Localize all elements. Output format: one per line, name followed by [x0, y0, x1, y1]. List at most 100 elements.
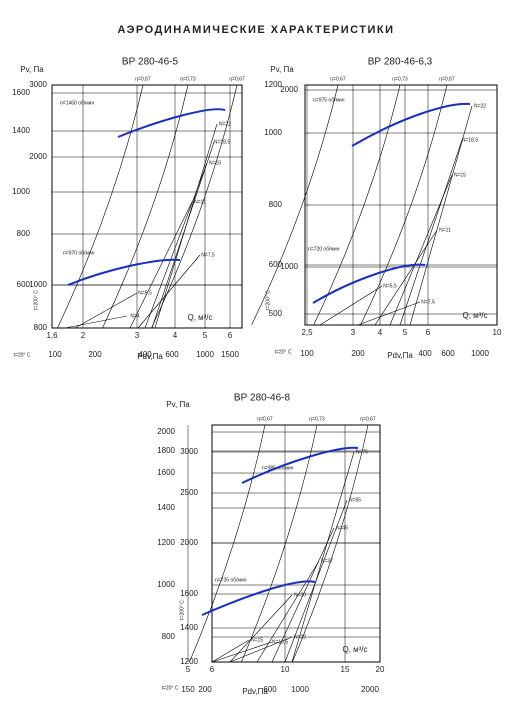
temp-label: t=200° C [33, 290, 39, 310]
eta-label: η=0,67 [439, 76, 455, 82]
axis-label: Pv, Па [166, 400, 190, 409]
power-line [74, 292, 138, 329]
y-tick-label: 3000 [180, 447, 198, 456]
eta-label: η=0,67 [330, 76, 346, 82]
power-label: N=18,5 [214, 139, 230, 145]
temp-label: t=20° C [275, 349, 292, 355]
y-tick-label: 1000 [12, 187, 30, 196]
x-tick-label: 400 [418, 349, 432, 358]
axis-label: Pdv,Па [387, 351, 413, 360]
x-tick-label: 600 [263, 685, 277, 694]
eta-label: η=0,67 [135, 76, 151, 82]
speed-label: n=970 об/мин [63, 250, 95, 256]
y-tick-label: 1800 [157, 446, 175, 455]
eta-curve [189, 424, 266, 663]
x-tick-label: 200 [198, 685, 212, 694]
fan-curve [67, 258, 181, 286]
power-line [137, 254, 201, 329]
power-line [389, 174, 453, 326]
power-label: N=37 [321, 558, 333, 564]
fan-curve [241, 446, 359, 484]
eta-label: η=0,73 [180, 76, 196, 82]
x-tick-label: 100 [300, 349, 314, 358]
x-tick-label: 2,5 [301, 328, 313, 337]
temp-label: t=20° C [162, 685, 179, 691]
axis-label: Pdv,Па [137, 352, 163, 361]
eta-curve [251, 84, 339, 326]
x-tick-label: 2 [81, 331, 86, 340]
x-tick-label: 1000 [471, 349, 489, 358]
y-tick-label: 800 [34, 323, 48, 332]
y-tick-label: 2500 [180, 488, 198, 497]
speed-label: n=735 об/мин [215, 577, 247, 583]
temp-label: t=20° C [14, 352, 31, 358]
power-line [64, 315, 128, 329]
x-tick-label: 6 [228, 331, 233, 340]
power-label: N=30 [294, 592, 306, 598]
power-line [284, 499, 348, 663]
y-tick-label: 1400 [157, 503, 175, 512]
y-tick-label: 2000 [29, 152, 47, 161]
y-tick-label: 1000 [29, 280, 47, 289]
axis-label: Q, м³/с [342, 645, 367, 654]
page-title: АЭРОДИНАМИЧЕСКИЕ ХАРАКТЕРИСТИКИ [117, 24, 394, 36]
temp-label: t=200° C [179, 600, 185, 620]
y-tick-label: 600 [17, 280, 31, 289]
eta-label: η=0,67 [360, 416, 376, 422]
power-label: N=7,5 [421, 299, 435, 305]
power-line [374, 229, 438, 326]
power-label: N=5,5 [138, 290, 152, 296]
axis-label: Q, м³/с [187, 313, 212, 322]
power-label: N=22 [474, 103, 486, 109]
eta-curve [57, 84, 144, 329]
x-tick-label: 5 [403, 328, 408, 337]
chart-title: ВР 280-46-8 [234, 393, 291, 404]
x-tick-label: 1000 [196, 350, 214, 359]
y-tick-label: 1400 [12, 126, 30, 135]
power-line [229, 594, 293, 663]
y-tick-label: 2000 [157, 427, 175, 436]
axis-label: Q, м³/с [462, 311, 487, 320]
power-label: N=22 [219, 121, 231, 127]
power-line [129, 201, 193, 329]
x-tick-label: 20 [376, 665, 385, 674]
x-tick-label: 600 [441, 349, 455, 358]
axis-label: Pv, Па [270, 65, 294, 74]
power-label: N=22 [294, 634, 306, 640]
eta-curve [360, 84, 448, 326]
x-tick-label: 3 [351, 328, 356, 337]
fan-curve [312, 263, 426, 304]
power-label: N=4 [130, 313, 140, 319]
y-tick-label: 1000 [280, 262, 298, 271]
y-tick-label: 1000 [264, 128, 282, 137]
eta-label: η=0,67 [257, 416, 273, 422]
x-tick-label: 200 [351, 349, 365, 358]
y-tick-label: 600 [269, 260, 283, 269]
power-label: N=55 [349, 497, 361, 503]
fan-curve [351, 102, 471, 147]
x-tick-label: 1500 [221, 350, 239, 359]
power-line [291, 451, 355, 663]
y-tick-label: 800 [269, 200, 283, 209]
y-tick-label: 500 [269, 309, 283, 318]
power-label: N=75 [356, 449, 368, 455]
y-tick-label: 1600 [12, 88, 30, 97]
y-tick-label: 1400 [180, 623, 198, 632]
power-line [211, 639, 250, 663]
x-tick-label: 400 [138, 350, 152, 359]
y-tick-label: 3000 [29, 80, 47, 89]
eta-curve [151, 84, 238, 329]
power-label: N=18,5 [462, 137, 478, 143]
y-tick-label: 800 [17, 229, 31, 238]
power-label: N=11 [439, 227, 451, 233]
x-tick-label: 4 [378, 328, 383, 337]
power-line [357, 301, 421, 326]
x-tick-label: 4 [173, 331, 178, 340]
power-label: N=7,5 [201, 252, 215, 258]
power-label: N=15 [251, 637, 263, 643]
x-tick-label: 150 [181, 685, 195, 694]
x-tick-label: 6 [426, 328, 431, 337]
y-tick-label: 2000 [180, 538, 198, 547]
y-tick-label: 2000 [280, 85, 298, 94]
x-tick-label: 10 [281, 665, 290, 674]
